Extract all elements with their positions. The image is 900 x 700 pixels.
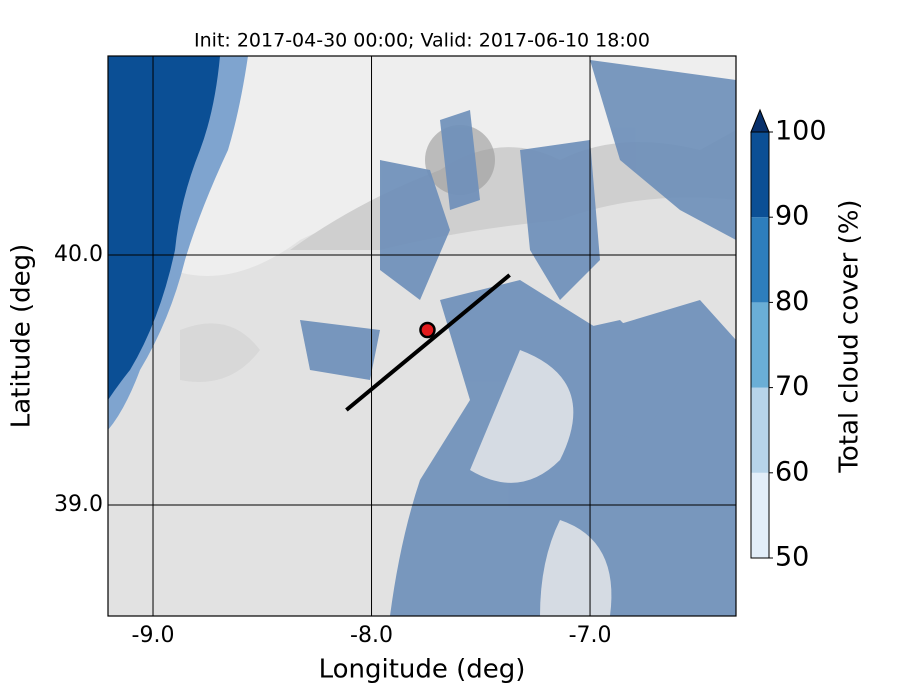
colorbar-tick-label: 70 <box>775 371 809 402</box>
colorbar-tick-label: 60 <box>775 456 809 487</box>
location-point <box>419 321 436 339</box>
graticule <box>108 56 736 616</box>
colorbar-segment <box>751 387 769 473</box>
colorbar-segment <box>751 132 769 218</box>
colorbar-tick-label: 50 <box>775 542 809 573</box>
colorbar-tick-label: 90 <box>775 201 809 232</box>
colorbar-extension <box>750 108 770 133</box>
colorbar-frame <box>750 131 770 559</box>
x-tick-label: -8.0 <box>350 623 393 648</box>
colorbar-label: Total cloud cover (%) <box>835 199 865 473</box>
chart-title: Init: 2017-04-30 00:00; Valid: 2017-06-1… <box>194 30 650 52</box>
y-axis-label: Latitude (deg) <box>7 244 37 429</box>
colorbar-segment <box>751 302 769 388</box>
x-axis-label: Longitude (deg) <box>319 655 526 685</box>
plot-frame <box>107 55 737 617</box>
x-tick-label: -7.0 <box>569 623 612 648</box>
colorbar-segment <box>751 472 769 558</box>
y-tick-label: 40.0 <box>54 242 103 267</box>
colorbar-tick-label: 80 <box>775 286 809 317</box>
x-tick-label: -9.0 <box>132 623 175 648</box>
transect-line <box>345 273 511 412</box>
colorbar-tick-label: 100 <box>775 116 827 147</box>
y-tick-label: 39.0 <box>54 492 103 517</box>
colorbar-segment <box>751 217 769 303</box>
